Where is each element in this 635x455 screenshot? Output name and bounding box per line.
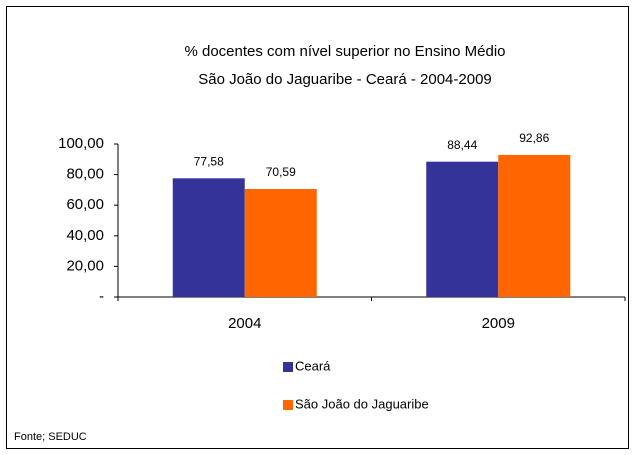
- y-tick-label: 40,00: [66, 227, 104, 244]
- x-tick-label: 2004: [228, 315, 261, 332]
- legend-swatch: [283, 400, 293, 410]
- x-tick-label: 2009: [482, 315, 515, 332]
- value-label: 77,58: [194, 154, 224, 168]
- legend-swatch: [283, 362, 293, 372]
- chart-subtitle: São João do Jaguaribe - Ceará - 2004-200…: [198, 71, 492, 88]
- value-label: 92,86: [519, 131, 549, 145]
- legend-label: São João do Jaguaribe: [295, 396, 429, 411]
- chart-title: % docentes com nível superior no Ensino …: [184, 43, 505, 60]
- y-tick-label: 20,00: [66, 257, 104, 274]
- bar: [426, 161, 499, 297]
- legend-label: Ceará: [295, 358, 331, 373]
- value-label: 70,59: [266, 165, 296, 179]
- value-label: 88,44: [447, 138, 477, 152]
- bar: [172, 178, 245, 297]
- y-tick-label: 60,00: [66, 196, 104, 213]
- source-note: Fonte; SEDUC: [14, 431, 87, 443]
- bar: [498, 154, 571, 297]
- y-tick-label: 80,00: [66, 166, 104, 183]
- y-tick-label: 100,00: [58, 135, 104, 152]
- bar: [244, 188, 317, 297]
- y-tick-label: -: [99, 288, 104, 305]
